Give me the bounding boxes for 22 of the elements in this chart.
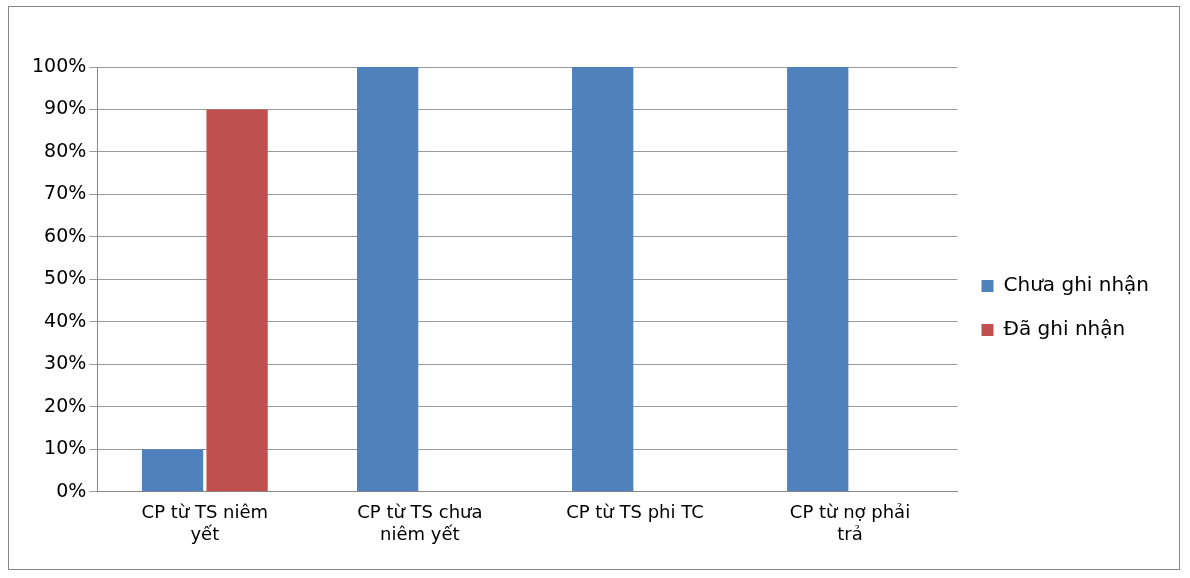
y-tick-label: 100% <box>31 53 87 76</box>
x-tick-label: CP từ TS chưa niêm yết <box>357 501 483 544</box>
x-tick-label: CP từ TS phi TC <box>566 501 704 523</box>
bar <box>787 67 849 492</box>
y-tick-label: 40% <box>44 308 87 331</box>
y-tick-label: 0% <box>56 478 87 501</box>
x-tick-label: CP từ TS niêm yết <box>141 501 269 544</box>
bar <box>356 67 419 492</box>
y-tick-label: 20% <box>44 393 87 416</box>
y-tick-label: 10% <box>44 436 87 459</box>
y-tick-label: 90% <box>44 96 87 119</box>
y-tick-label: 30% <box>44 351 87 374</box>
bar <box>141 449 204 492</box>
x-tick-label: CP từ nợ phải trả <box>789 501 911 544</box>
legend-label: Đã ghi nhận <box>1003 316 1126 341</box>
y-tick-label: 70% <box>44 181 87 204</box>
bar <box>206 109 268 492</box>
y-tick-label: 80% <box>44 138 87 161</box>
y-tick-label: 60% <box>44 223 87 246</box>
bar <box>572 67 634 492</box>
legend-label: Chưa ghi nhận <box>1003 272 1149 297</box>
y-tick-label: 50% <box>44 266 87 289</box>
